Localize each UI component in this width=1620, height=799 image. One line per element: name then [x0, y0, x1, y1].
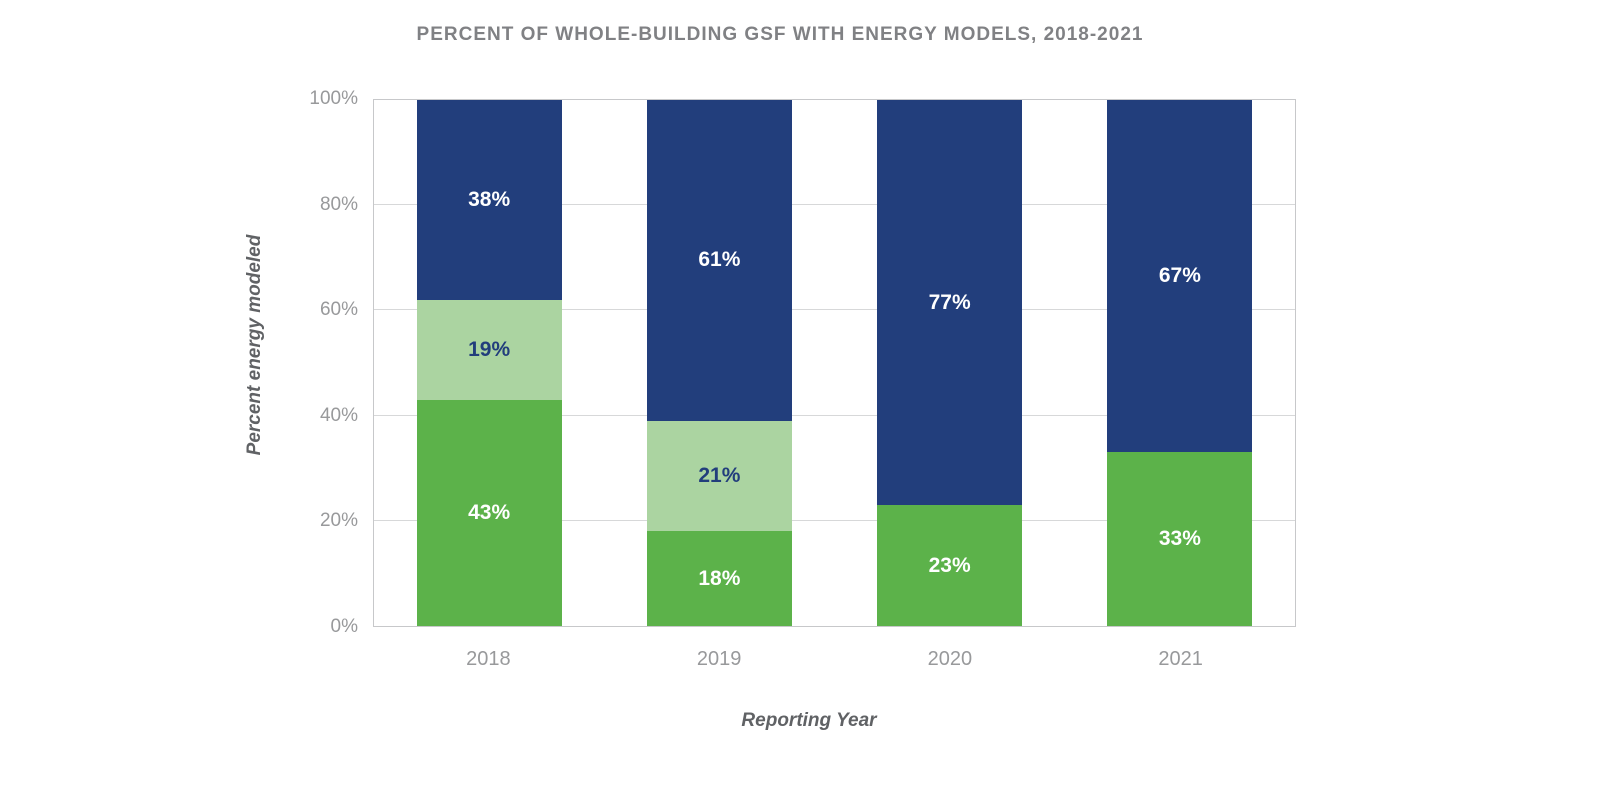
bar-segment-label: 43%: [468, 500, 511, 524]
bar-slot-2020: 23% 77%: [835, 100, 1065, 626]
bar-slot-2019: 18% 21% 61%: [604, 100, 834, 626]
plot-area: 43% 19% 38% 18% 21% 61% 23% 77% 33% 67%: [373, 99, 1296, 627]
bar-segment-green: 33%: [1107, 452, 1253, 626]
y-axis-title: Percent energy modeled: [244, 234, 265, 456]
x-tick-label: 2020: [927, 648, 973, 670]
y-tick-label: 60%: [319, 299, 358, 321]
bar-segment-navy: 67%: [1107, 100, 1253, 453]
x-tick-label: 2018: [466, 648, 511, 670]
bar-segment-label: 19%: [468, 337, 511, 361]
bar-segment-label: 33%: [1158, 527, 1201, 551]
gridlines: [374, 100, 1295, 626]
gridline: [374, 519, 1295, 521]
gridline: [374, 309, 1295, 311]
bar-segment-green: 43%: [416, 399, 562, 626]
bar-slot-2021: 33% 67%: [1065, 100, 1295, 626]
bar-segment-navy: 77%: [877, 100, 1023, 506]
gridline: [374, 414, 1295, 416]
bar-slot-2018: 43% 19% 38%: [374, 100, 604, 626]
x-axis-ticks: 2018 2019 2020 2021: [373, 648, 1296, 671]
y-tick-label: 100%: [309, 88, 358, 109]
stacked-bar-2021: 33% 67%: [1107, 100, 1253, 626]
bar-segment-label: 18%: [698, 566, 741, 590]
stacked-bar-2020: 23% 77%: [877, 100, 1023, 626]
x-axis-title: Reporting Year: [741, 710, 877, 731]
y-tick-label: 20%: [319, 510, 358, 532]
bar-segment-label: 67%: [1158, 264, 1201, 288]
chart-title: PERCENT OF WHOLE-BUILDING GSF WITH ENERG…: [416, 24, 1144, 45]
x-tick-label: 2021: [1158, 648, 1203, 670]
bar-segment-light-green: 19%: [416, 299, 562, 400]
bar-segment-label: 61%: [698, 248, 741, 272]
bar-segment-label: 38%: [468, 187, 511, 211]
x-tick-label: 2019: [696, 648, 742, 670]
bar-segment-navy: 38%: [416, 100, 562, 300]
bar-segment-label: 23%: [928, 553, 971, 577]
y-tick-label: 80%: [319, 193, 358, 215]
bars: 43% 19% 38% 18% 21% 61% 23% 77% 33% 67%: [374, 100, 1295, 626]
bar-segment-light-green: 21%: [646, 420, 792, 532]
bar-segment-label: 21%: [698, 464, 741, 488]
stacked-bar-2019: 18% 21% 61%: [646, 100, 792, 626]
bar-segment-green: 18%: [646, 531, 792, 626]
stacked-bar-2018: 43% 19% 38%: [416, 100, 562, 626]
bar-segment-navy: 61%: [646, 100, 792, 421]
y-tick-label: 0%: [330, 616, 358, 637]
gridline: [374, 204, 1295, 206]
y-tick-label: 40%: [319, 404, 358, 426]
bar-segment-label: 77%: [928, 290, 971, 314]
bar-segment-green: 23%: [877, 505, 1023, 626]
y-axis-ticks: 0% 20% 40% 60% 80% 100%: [282, 88, 358, 637]
